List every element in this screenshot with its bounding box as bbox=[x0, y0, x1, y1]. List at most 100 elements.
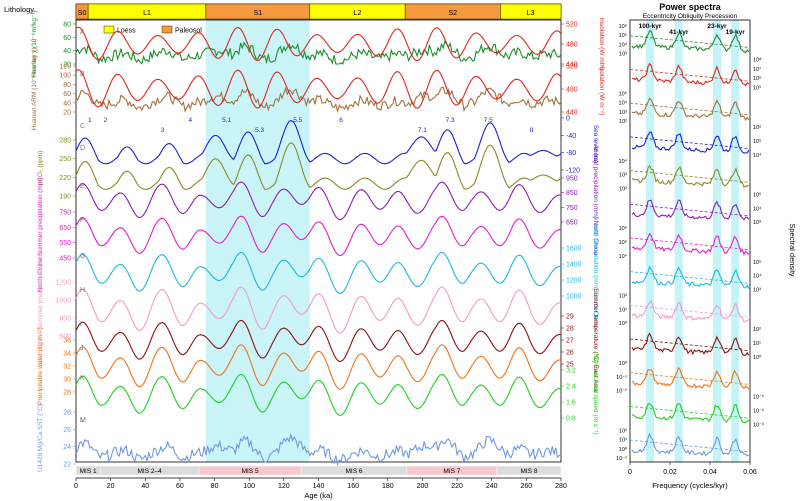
tick-label-7-0: 750 bbox=[59, 210, 71, 217]
tick-label-11-0: 36 bbox=[63, 338, 71, 345]
tick-label-10-1: 28 bbox=[566, 326, 574, 333]
spectra-tick-8-1: 10¹ bbox=[619, 307, 627, 313]
series-line-10 bbox=[75, 319, 562, 362]
spectra-noise-2 bbox=[629, 102, 751, 116]
spectra-panel-10: 10⁰ 10⁻¹ 10⁻² bbox=[616, 360, 751, 395]
spectra-y-title: Spectral density bbox=[788, 223, 797, 277]
spectra-noise-5 bbox=[629, 203, 751, 217]
x-tick-label-6: 120 bbox=[278, 483, 290, 490]
spectra-noise-9 bbox=[629, 338, 751, 352]
legend-swatch-loess bbox=[103, 25, 115, 34]
tick-label-10-0: 29 bbox=[566, 314, 574, 321]
spectra-x-tick-label-3: 0.06 bbox=[743, 469, 757, 476]
spectra-line-4 bbox=[631, 164, 750, 189]
spectra-tick-3-1: 10⁵ bbox=[753, 138, 761, 145]
spectra-panel-12: 10² 10¹ 10⁰ 10⁻¹ bbox=[616, 428, 751, 462]
x-tick-label-12: 240 bbox=[486, 483, 498, 490]
sea-level-stage-8: 8 bbox=[530, 127, 534, 134]
sea-level-stage-2: 2 bbox=[104, 117, 108, 124]
series-group-12: 3.2 2.4 1.6 0.8 Summer wind speed (m s⁻¹) bbox=[75, 353, 599, 435]
spectra-panel-1: 10⁸ 10⁷ 10⁶ 10⁵ bbox=[629, 57, 761, 91]
spectra-panel-11: 10⁻¹ 10⁻² 10⁻³ bbox=[629, 395, 764, 428]
x-tick-label-7: 140 bbox=[313, 483, 325, 490]
lithology-label-S2: S2 bbox=[448, 10, 457, 17]
tick-label-8-3: 1000 bbox=[566, 294, 582, 301]
sea-level-stage-1: 1 bbox=[88, 117, 92, 124]
tick-label-11-4: 28 bbox=[63, 390, 71, 397]
spectra-line-12 bbox=[631, 432, 749, 457]
tick-label-2-0: 120 bbox=[59, 64, 71, 71]
spectra-tick-7-0: 10⁵ bbox=[753, 259, 761, 266]
axis-label-10: Summer temperature (°C) East Asia bbox=[592, 288, 600, 392]
axis-label-12: Summer wind speed (m s⁻¹) bbox=[592, 353, 599, 434]
spectra-band-label-0: 100-kyr bbox=[639, 23, 662, 30]
spectra-noise-10 bbox=[629, 372, 751, 385]
spectra-tick-11-2: 10⁻³ bbox=[753, 422, 764, 428]
sea-level-stage-7.5: 7.5 bbox=[484, 117, 493, 124]
tick-label-5-3: 190 bbox=[59, 194, 71, 201]
series-group-6: 950 850 750 650 Annual precipitation (mm) No… bbox=[75, 145, 599, 256]
tick-label-10-2: 27 bbox=[566, 338, 574, 345]
spectra-tick-6-1: 10⁵ bbox=[619, 239, 627, 246]
panel-letter-F: F bbox=[80, 217, 84, 224]
series-group-4: 0 -40 -80 -120 Sea level (m) bbox=[75, 116, 599, 175]
tick-label-3-1: 480 bbox=[566, 87, 578, 94]
series-group-7: 750 650 550 450 North China Summer precipita… bbox=[37, 178, 562, 292]
spectra-noise-0 bbox=[629, 35, 751, 48]
spectra-tick-7-2: 10³ bbox=[753, 288, 761, 294]
series-line-6 bbox=[75, 181, 562, 221]
sea-level-stage-5.1: 5.1 bbox=[222, 117, 231, 124]
spectra-noise-6 bbox=[629, 237, 751, 251]
tick-label-5-1: 250 bbox=[59, 156, 71, 163]
spectra-band-label-3: 19-kyr bbox=[726, 29, 746, 36]
axis-label-2: Huanan ARM (10⁻⁶Am²kg⁻¹) bbox=[31, 48, 38, 131]
tick-label-1-0: 520 bbox=[566, 22, 578, 29]
tick-label-10-4: 25 bbox=[566, 362, 574, 369]
tick-label-4-3: -120 bbox=[566, 168, 580, 175]
x-tick-label-3: 60 bbox=[176, 483, 184, 490]
spectra-x-tick-label-2: 0.04 bbox=[703, 469, 717, 476]
spectra-tick-2-2: 10³ bbox=[619, 110, 627, 116]
spectra-tick-9-1: 10¹ bbox=[753, 341, 761, 347]
panel-letter-K: K bbox=[80, 375, 85, 382]
spectra-tick-9-0: 10² bbox=[753, 327, 761, 333]
series-line-5 bbox=[75, 142, 562, 190]
sea-level-stage-5.5: 5.5 bbox=[293, 117, 302, 124]
tick-label-0-2: 40 bbox=[63, 48, 71, 55]
x-axis-title: Age (ka) bbox=[304, 491, 333, 500]
legend-swatch-paleosol bbox=[161, 25, 173, 34]
panel-letter-M: M bbox=[80, 417, 86, 424]
tick-label-0-0: 80 bbox=[63, 22, 71, 29]
tick-label-12-2: 1.6 bbox=[566, 400, 576, 407]
series-line-0 bbox=[75, 39, 562, 65]
tick-label-13-2: 24 bbox=[63, 444, 71, 451]
spectra-tick-1-0: 10⁸ bbox=[753, 57, 761, 64]
lithology-title: Lithology bbox=[4, 5, 34, 14]
panel-letter-L: L bbox=[80, 417, 84, 424]
series-group-0: 80 60 40 20 Huanan χ (10⁻⁸m³kg⁻¹) bbox=[31, 10, 562, 78]
tick-label-2-1: 100 bbox=[59, 73, 71, 80]
spectra-panel-2: 10⁵ 10⁴ 10³ 10² bbox=[619, 90, 751, 125]
x-tick-label-10: 200 bbox=[417, 483, 429, 490]
series-line-1 bbox=[75, 26, 562, 62]
spectra-line-2 bbox=[631, 97, 750, 122]
x-tick-label-1: 20 bbox=[107, 483, 115, 490]
axis-label-11: Precipitable water (kg m⁻²) bbox=[37, 327, 44, 404]
spectra-panel-4: 10⁴ 10³ 10² bbox=[619, 158, 751, 192]
spectra-band-1 bbox=[674, 20, 683, 462]
spectra-tick-9-2: 10⁰ bbox=[753, 354, 762, 361]
tick-label-6-1: 850 bbox=[566, 190, 578, 197]
tick-label-8-0: 1600 bbox=[566, 246, 582, 253]
spectra-tick-12-2: 10⁰ bbox=[619, 446, 628, 453]
spectra-tick-12-0: 10² bbox=[619, 428, 627, 434]
legend-label-paleosol: Paleosol bbox=[175, 28, 202, 35]
lithology-label-L3: L3 bbox=[527, 10, 535, 17]
spectra-tick-12-3: 10⁻¹ bbox=[616, 456, 627, 462]
spectra-tick-2-3: 10² bbox=[619, 119, 627, 125]
sea-level-stage-3: 3 bbox=[161, 127, 165, 134]
spectra-tick-12-1: 10¹ bbox=[619, 438, 627, 444]
tick-label-10-3: 26 bbox=[566, 350, 574, 357]
axis-label-1: Insolation (W m⁻²) bbox=[598, 18, 605, 71]
spectra-line-3 bbox=[631, 131, 750, 154]
spectra-band-2 bbox=[713, 20, 721, 462]
